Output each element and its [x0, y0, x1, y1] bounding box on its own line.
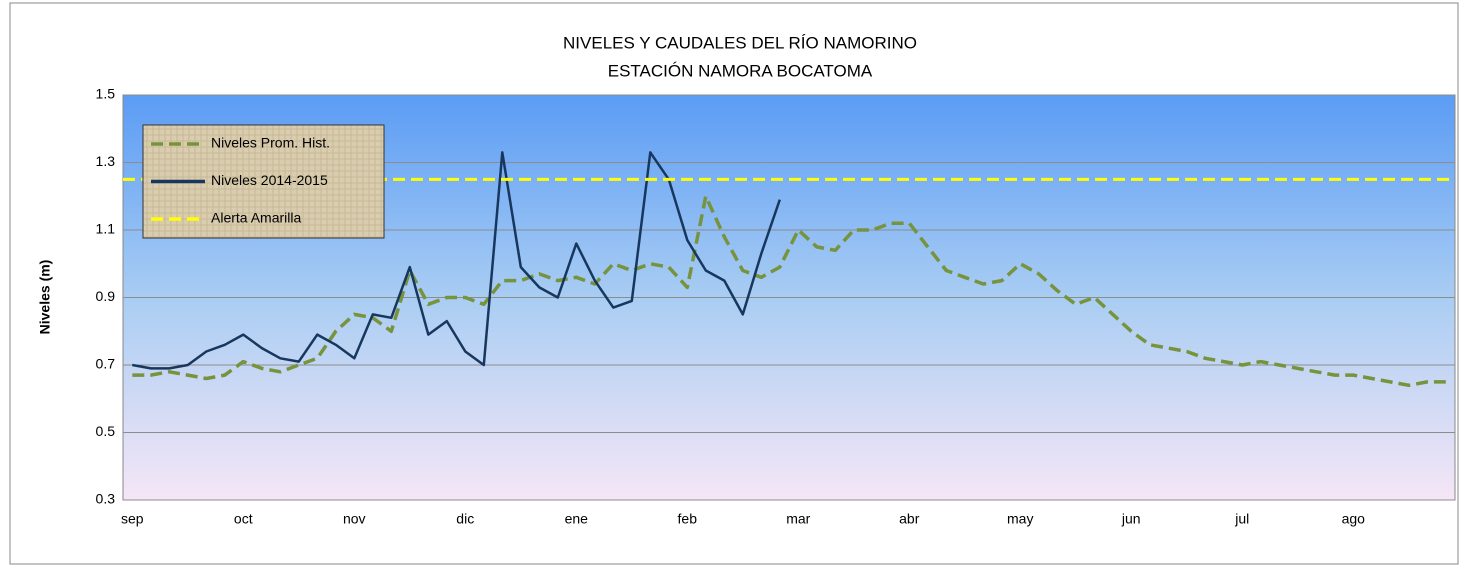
y-axis-label: Niveles (m) — [37, 260, 53, 335]
series-line — [132, 151, 781, 370]
x-tick-label: feb — [678, 511, 698, 527]
x-tick-label: sep — [121, 511, 144, 527]
legend-label: Niveles Prom. Hist. — [211, 135, 330, 151]
x-tick-label: jun — [1121, 511, 1141, 527]
y-tick-label: 1.5 — [96, 86, 116, 102]
x-tick-label: may — [1007, 511, 1033, 527]
legend-label: Alerta Amarilla — [211, 210, 301, 226]
x-tick-label: mar — [786, 511, 810, 527]
legend-box — [142, 124, 385, 239]
y-tick-label: 0.7 — [96, 356, 116, 372]
series-line — [132, 194, 1446, 388]
x-tick-label: oct — [234, 511, 253, 527]
x-tick-label: jul — [1234, 511, 1249, 527]
y-tick-label: 0.5 — [96, 423, 116, 439]
chart-subtitle: ESTACIÓN NAMORA BOCATOMA — [608, 61, 873, 80]
y-tick-label: 1.3 — [96, 153, 116, 169]
chart-title: NIVELES Y CAUDALES DEL RÍO NAMORINO — [563, 33, 917, 52]
x-tick-label: dic — [456, 511, 474, 527]
y-tick-label: 0.3 — [96, 491, 116, 507]
x-tick-label: nov — [343, 511, 366, 527]
y-tick-label: 1.1 — [96, 221, 116, 237]
x-tick-label: ago — [1342, 511, 1366, 527]
legend-label: Niveles 2014-2015 — [211, 172, 328, 188]
y-tick-label: 0.9 — [96, 288, 116, 304]
x-tick-label: abr — [899, 511, 920, 527]
x-tick-label: ene — [565, 511, 589, 527]
